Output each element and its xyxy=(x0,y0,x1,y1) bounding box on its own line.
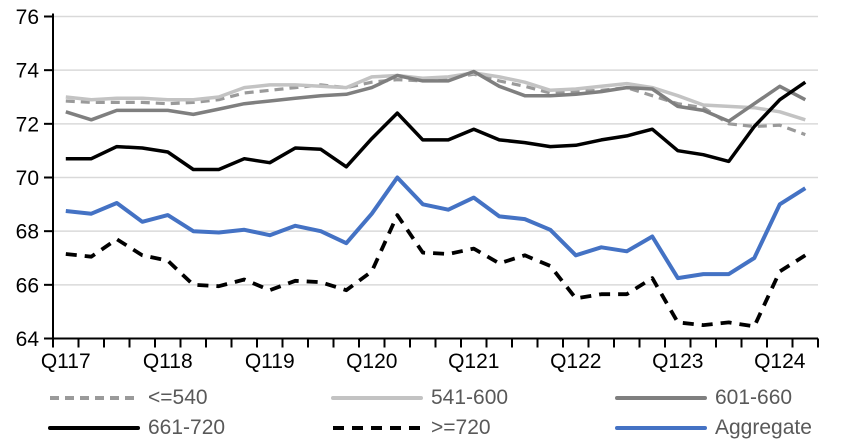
legend-item-661-720: 661-720 xyxy=(48,416,225,440)
series-line-541-600 xyxy=(65,71,806,122)
legend-label-gte-720: >=720 xyxy=(431,416,491,439)
x-axis-label-Q117: Q117 xyxy=(41,350,91,373)
legend-swatch-gte-720-icon xyxy=(333,426,421,430)
legend-item-541-600: 541-600 xyxy=(331,386,508,410)
y-tick-label-74: 74 xyxy=(16,60,40,83)
legend-swatch-661-720-icon xyxy=(48,426,140,430)
legend-label-aggregate: Aggregate xyxy=(715,416,812,439)
y-tick-label-72: 72 xyxy=(16,113,39,136)
series-line-601-660 xyxy=(65,69,807,123)
series-line-661-720 xyxy=(65,80,807,172)
series-line-lte-540 xyxy=(65,72,806,137)
series-line-gte-720 xyxy=(65,213,807,329)
legend-swatch-601-660-icon xyxy=(615,396,707,400)
x-axis-label-Q119: Q119 xyxy=(245,350,295,373)
legend-label-lte-540: <=540 xyxy=(148,386,208,409)
legend-label-541-600: 541-600 xyxy=(431,386,509,409)
y-tick-label-64: 64 xyxy=(16,328,40,351)
legend-swatch-aggregate-icon xyxy=(615,426,707,430)
x-axis-label-Q118: Q118 xyxy=(143,350,193,373)
legend-item-aggregate: Aggregate xyxy=(615,416,812,440)
y-tick-label-70: 70 xyxy=(16,167,39,190)
legend-label-661-720: 661-720 xyxy=(148,416,226,439)
x-axis-label-Q121: Q121 xyxy=(448,350,499,373)
y-tick-label-76: 76 xyxy=(16,6,39,29)
x-axis-label-Q122: Q122 xyxy=(550,350,601,373)
x-axis-label-Q123: Q123 xyxy=(652,350,703,373)
legend-swatch-541-600-icon xyxy=(331,396,423,400)
x-axis-label-Q124: Q124 xyxy=(754,350,806,373)
legend-label-601-660: 601-660 xyxy=(715,386,793,409)
legend-item-gte-720: >=720 xyxy=(331,416,491,440)
legend-item-601-660: 601-660 xyxy=(615,386,792,410)
series-line-aggregate xyxy=(65,175,807,281)
y-tick-label-68: 68 xyxy=(16,221,39,244)
y-tick-label-66: 66 xyxy=(16,274,39,297)
legend-swatch-lte-540-icon xyxy=(50,396,138,400)
x-axis-label-Q120: Q120 xyxy=(346,350,397,373)
legend-item-lte-540: <=540 xyxy=(48,386,208,410)
